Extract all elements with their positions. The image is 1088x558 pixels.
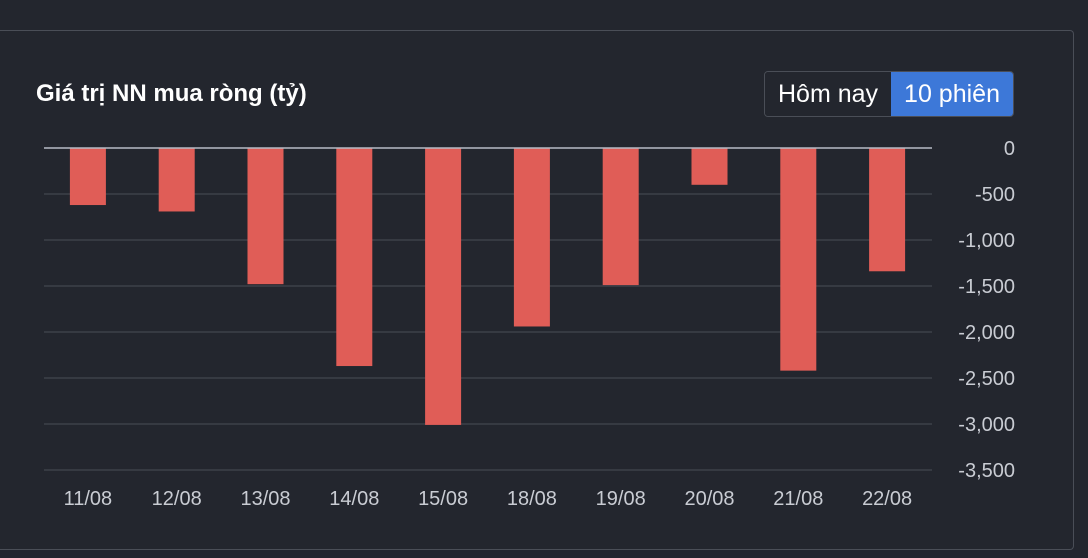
y-tick-label: -3,500 [958, 460, 1015, 482]
x-tick-label: 11/08 [64, 488, 113, 510]
chart-panel [0, 30, 1074, 550]
bar [425, 148, 462, 425]
x-tick-label: 21/08 [773, 488, 823, 510]
y-tick-label: -2,000 [958, 322, 1015, 344]
period-toggle: Hôm nay 10 phiên [764, 71, 1014, 117]
y-tick-label: -500 [975, 184, 1015, 206]
bar [602, 148, 639, 286]
y-tick-label: -3,000 [958, 414, 1015, 436]
chart-title: Giá trị NN mua ròng (tỷ) [36, 80, 307, 107]
bar [158, 148, 195, 212]
bar [691, 148, 728, 185]
y-tick-label: -1,000 [958, 230, 1015, 252]
bar [513, 148, 550, 327]
bar [780, 148, 817, 371]
bar [247, 148, 284, 285]
bar [69, 148, 106, 206]
bar [336, 148, 373, 367]
x-tick-label: 12/08 [152, 488, 202, 510]
x-tick-label: 22/08 [862, 488, 912, 510]
y-tick-label: -1,500 [958, 276, 1015, 298]
x-tick-label: 20/08 [684, 488, 734, 510]
y-tick-label: 0 [1004, 138, 1015, 160]
tab-10-sessions[interactable]: 10 phiên [891, 72, 1013, 116]
y-tick-label: -2,500 [958, 368, 1015, 390]
x-tick-label: 14/08 [329, 488, 379, 510]
x-tick-label: 19/08 [596, 488, 646, 510]
x-tick-label: 18/08 [507, 488, 557, 510]
tab-today[interactable]: Hôm nay [765, 72, 892, 116]
x-tick-label: 15/08 [418, 488, 468, 510]
x-tick-label: 13/08 [240, 488, 290, 510]
bar [869, 148, 906, 272]
